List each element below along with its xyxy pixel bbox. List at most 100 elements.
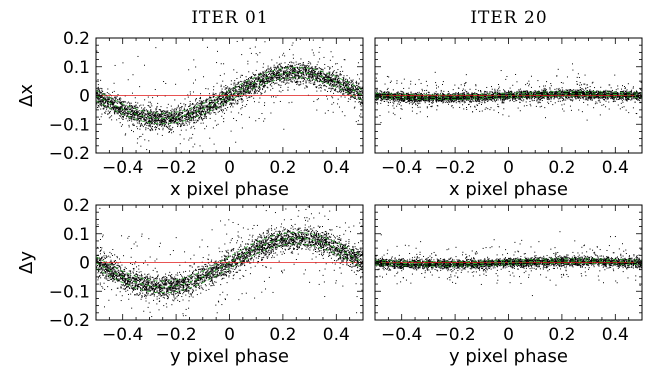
- data-point: [254, 83, 256, 85]
- data-point: [311, 73, 313, 75]
- data-point: [229, 91, 231, 93]
- data-point: [334, 81, 336, 83]
- data-point: [109, 112, 111, 114]
- data-point: [277, 78, 279, 80]
- data-point: [228, 87, 230, 89]
- data-point: [343, 91, 345, 93]
- data-point: [287, 64, 289, 66]
- data-point: [549, 96, 551, 98]
- data-point: [119, 99, 121, 101]
- data-point: [351, 85, 353, 87]
- data-point: [189, 103, 191, 105]
- data-point: [238, 88, 240, 90]
- data-point: [120, 101, 122, 103]
- data-point: [120, 114, 122, 116]
- data-point: [357, 62, 359, 64]
- data-point: [259, 83, 261, 85]
- data-point: [294, 71, 296, 73]
- data-point: [344, 115, 346, 117]
- data-point: [159, 116, 161, 118]
- data-point: [110, 100, 112, 102]
- data-point: [210, 112, 212, 114]
- x-tick-label: 0.2: [269, 158, 296, 178]
- data-point: [518, 91, 520, 93]
- data-point: [305, 66, 307, 68]
- data-point: [223, 121, 225, 123]
- data-point: [206, 104, 208, 106]
- data-point: [226, 99, 228, 101]
- data-point: [215, 93, 217, 95]
- data-point: [108, 117, 110, 119]
- data-point: [214, 102, 216, 104]
- data-point: [226, 99, 228, 101]
- data-point: [216, 50, 218, 52]
- data-point: [634, 93, 636, 95]
- data-point: [431, 93, 433, 95]
- data-point: [279, 80, 281, 82]
- data-point: [230, 80, 232, 82]
- data-point: [601, 96, 603, 98]
- data-point: [241, 81, 243, 83]
- data-point: [156, 115, 158, 117]
- data-point: [334, 77, 336, 79]
- data-point: [322, 83, 324, 85]
- data-point: [141, 109, 143, 111]
- data-point: [155, 109, 157, 111]
- data-point: [275, 75, 277, 77]
- data-point: [343, 80, 345, 82]
- data-point: [203, 118, 205, 120]
- data-point: [360, 113, 362, 115]
- data-point: [291, 71, 293, 73]
- data-point: [295, 81, 297, 83]
- data-point: [170, 110, 172, 112]
- data-point: [572, 63, 574, 65]
- data-point: [196, 104, 198, 106]
- data-point: [586, 119, 588, 121]
- data-point: [248, 87, 250, 89]
- data-point: [494, 90, 496, 92]
- data-point: [348, 93, 350, 95]
- data-point: [472, 95, 474, 97]
- data-point: [298, 71, 300, 73]
- data-point: [353, 93, 355, 95]
- data-point: [232, 88, 234, 90]
- data-point: [351, 87, 353, 89]
- data-point: [338, 82, 340, 84]
- data-point: [133, 105, 135, 107]
- data-point: [358, 98, 360, 100]
- data-point: [344, 87, 346, 89]
- data-point: [241, 107, 243, 109]
- data-point: [226, 96, 228, 98]
- data-point: [155, 128, 157, 130]
- data-point: [164, 119, 166, 121]
- data-point: [271, 72, 273, 74]
- data-point: [191, 120, 193, 122]
- data-point: [173, 121, 175, 123]
- data-point: [320, 74, 322, 76]
- data-point: [266, 76, 268, 78]
- data-point: [123, 101, 125, 103]
- data-point: [179, 134, 181, 136]
- data-point: [337, 98, 339, 100]
- y-tick-label: −0.1: [49, 115, 90, 135]
- data-point: [290, 73, 292, 75]
- data-point: [279, 69, 281, 71]
- data-point: [140, 111, 142, 113]
- data-point: [316, 79, 318, 81]
- data-point: [220, 102, 222, 104]
- data-point: [187, 115, 189, 117]
- data-point: [574, 96, 576, 98]
- data-point: [324, 80, 326, 82]
- data-point: [357, 91, 359, 93]
- data-point: [220, 105, 222, 107]
- data-point: [316, 73, 318, 75]
- data-point: [103, 96, 105, 98]
- data-point: [246, 89, 248, 91]
- data-point: [609, 91, 611, 93]
- data-point: [323, 79, 325, 81]
- data-point: [321, 74, 323, 76]
- data-point: [325, 81, 327, 83]
- data-point: [131, 114, 133, 116]
- data-point: [197, 102, 199, 104]
- data-point: [279, 75, 281, 77]
